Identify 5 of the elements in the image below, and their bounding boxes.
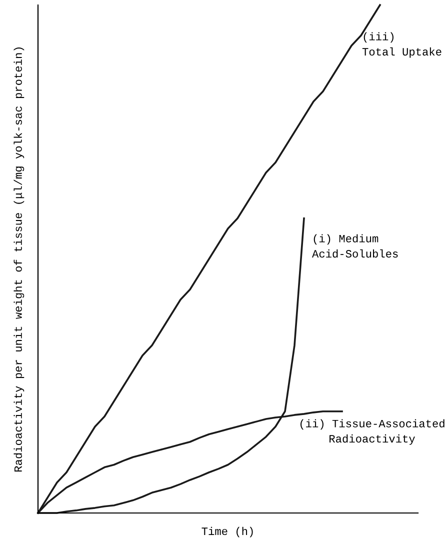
x-axis-title: Time (h) (202, 526, 253, 538)
annotation: (ii) Tissue-Associated Radioactivity (300, 419, 444, 445)
y-axis-title: Radioactivity per unit weight of tissue (μl/mg yolk-sac protein) (14, 48, 24, 472)
annotation: (iii) Total Uptake (362, 32, 442, 58)
annotation: (i) Medium Acid-Solubles (312, 234, 398, 258)
